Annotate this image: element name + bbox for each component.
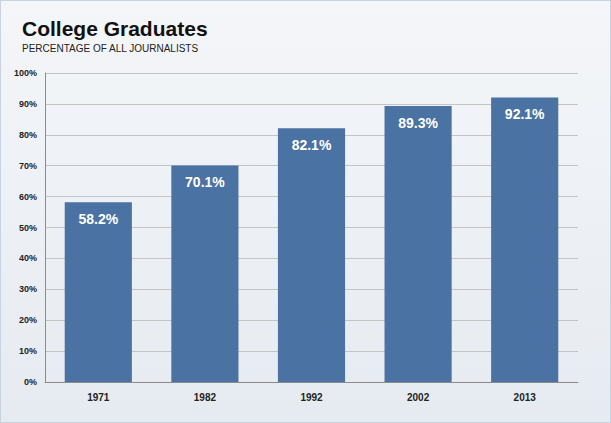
svg-text:58.2%: 58.2% <box>78 211 118 227</box>
svg-text:80%: 80% <box>19 130 37 140</box>
svg-text:90%: 90% <box>19 99 37 109</box>
svg-text:70%: 70% <box>19 161 37 171</box>
svg-text:92.1%: 92.1% <box>505 106 545 122</box>
svg-text:50%: 50% <box>19 223 37 233</box>
svg-text:1982: 1982 <box>194 392 217 403</box>
svg-text:70.1%: 70.1% <box>185 174 225 190</box>
svg-text:PERCENTAGE OF ALL JOURNALISTS: PERCENTAGE OF ALL JOURNALISTS <box>22 43 198 54</box>
svg-text:20%: 20% <box>19 315 37 325</box>
svg-text:89.3%: 89.3% <box>398 115 438 131</box>
svg-text:40%: 40% <box>19 253 37 263</box>
svg-text:30%: 30% <box>19 284 37 294</box>
svg-text:1971: 1971 <box>87 392 110 403</box>
svg-text:0%: 0% <box>24 377 37 387</box>
svg-text:2013: 2013 <box>514 392 537 403</box>
svg-text:82.1%: 82.1% <box>292 137 332 153</box>
svg-text:10%: 10% <box>19 346 37 356</box>
svg-text:100%: 100% <box>14 68 37 78</box>
svg-text:1992: 1992 <box>300 392 323 403</box>
svg-text:60%: 60% <box>19 192 37 202</box>
svg-text:2002: 2002 <box>407 392 430 403</box>
svg-text:College Graduates: College Graduates <box>22 17 208 40</box>
